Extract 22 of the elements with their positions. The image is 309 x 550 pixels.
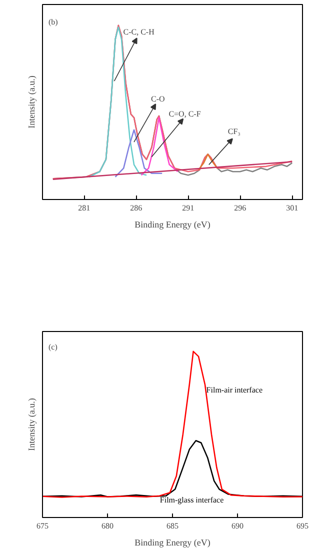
annotation: (b) — [48, 18, 58, 26]
x-axis-title: Binding Energy (eV) — [134, 538, 210, 548]
annotation: CF₃ — [228, 127, 241, 136]
x-tick-label: 281 — [78, 204, 90, 212]
x-axis-title: Binding Energy (eV) — [134, 220, 210, 230]
y-axis-title: Intensity (a.u.) — [26, 398, 36, 451]
x-tick-label: 301 — [286, 204, 298, 212]
series-label: Film-air interface — [206, 385, 263, 394]
series-label: Film-glass interface — [160, 496, 224, 505]
text: (c) — [48, 342, 58, 352]
x-tick-label: 296 — [234, 204, 246, 212]
x-tick-label: 695 — [296, 522, 308, 530]
y-axis-title: Intensity (a.u.) — [26, 76, 36, 128]
annotation: C=O, C-F — [168, 109, 202, 118]
x-tick-label: 291 — [182, 204, 194, 212]
x-tick-label: 690 — [232, 522, 244, 530]
x-tick-label: 286 — [130, 204, 142, 212]
x-tick-label: 685 — [166, 522, 178, 530]
annotation: C-C, C-H — [123, 28, 155, 37]
x-tick-label: 680 — [102, 522, 114, 530]
x-tick-label: 675 — [36, 522, 48, 530]
annotation: C-O — [151, 94, 166, 104]
